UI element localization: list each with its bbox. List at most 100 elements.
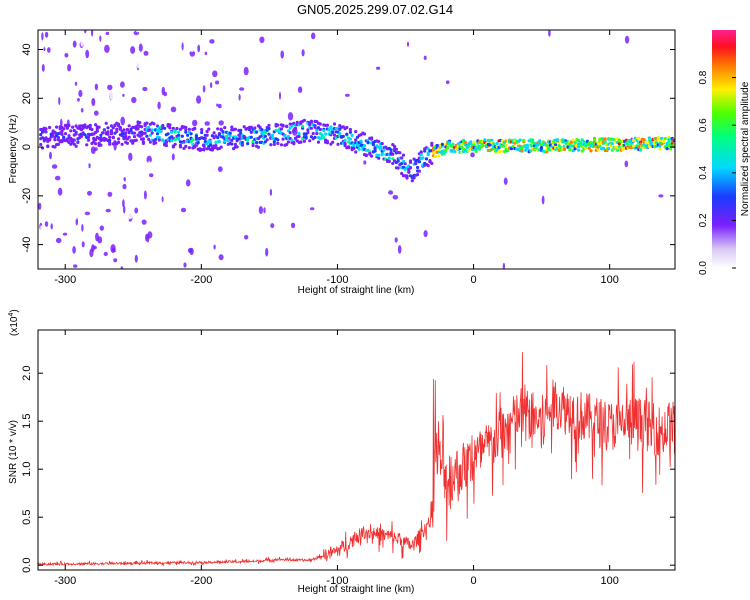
- spectrogram-ridge-cell: [290, 138, 294, 142]
- spectrogram-ridge-cell: [373, 149, 377, 153]
- spectrogram-ridge-cell: [145, 121, 149, 125]
- spectrogram-xtick-label: 100: [600, 274, 618, 286]
- spectrogram-ridge-cell: [616, 148, 620, 152]
- spectrogram-ridge-cell: [74, 144, 78, 148]
- spectrogram-noise-cell: [239, 87, 245, 91]
- spectrogram-ridge-cell: [525, 143, 529, 147]
- spectrogram-noise-cell: [479, 223, 484, 232]
- spectrogram-noise-cell: [210, 121, 213, 128]
- spectrogram-noise-cell: [188, 104, 195, 111]
- spectrogram-ridge-cell: [637, 137, 641, 141]
- spectrogram-noise-cell: [639, 67, 644, 72]
- spectrogram-ridge-cell: [79, 134, 83, 138]
- spectrogram-ridge-cell: [193, 145, 197, 149]
- spectrogram-noise-cell: [548, 30, 551, 37]
- spectrogram-ridge-cell: [377, 156, 381, 160]
- snr-xtick-label: 100: [600, 575, 618, 587]
- spectrogram-ridge-cell: [242, 125, 246, 129]
- spectrogram-noise-cell: [304, 225, 309, 234]
- spectrogram-noise-cell: [185, 102, 188, 109]
- spectrogram-ridge-cell: [315, 128, 319, 132]
- spectrogram-noise-cell: [96, 38, 100, 42]
- spectrogram-ridge-cell: [101, 131, 105, 135]
- spectrogram-ridge-cell: [184, 144, 188, 148]
- spectrogram-ridge-cell: [150, 131, 154, 135]
- spectrogram-noise-cell: [266, 145, 270, 154]
- spectrogram-ridge-cell: [251, 143, 255, 148]
- spectrogram-ridge-cell: [276, 138, 280, 142]
- spectrogram-noise-cell: [80, 108, 84, 113]
- spectrogram-noise-cell: [144, 259, 149, 266]
- spectrogram-noise-cell: [153, 199, 156, 208]
- spectrogram-noise-cell: [73, 258, 77, 263]
- spectrogram-noise-cell: [92, 245, 97, 250]
- spectrogram-noise-cell: [50, 223, 53, 230]
- spectrogram-noise-cell: [203, 60, 207, 67]
- spectrogram-noise-cell: [76, 184, 80, 192]
- spectrogram-ridge-cell: [196, 141, 200, 145]
- spectrogram-noise-cell: [502, 262, 506, 269]
- spectrogram-ridge-cell: [281, 123, 285, 127]
- spectrogram-noise-cell: [53, 204, 60, 213]
- spectrogram-noise-cell: [184, 60, 190, 67]
- spectrogram-noise-cell: [397, 245, 402, 254]
- spectrogram-ridge-cell: [343, 138, 347, 142]
- spectrogram-ridge-cell: [437, 154, 441, 158]
- spectrogram-noise-cell: [94, 222, 99, 229]
- snr-xlabel: Height of straight line (km): [298, 584, 415, 595]
- spectrogram-noise-cell: [198, 124, 202, 129]
- spectrogram-noise-cell: [86, 226, 90, 235]
- spectrogram-ridge-cell: [428, 159, 432, 163]
- spectrogram-ridge-cell: [426, 147, 430, 151]
- spectrogram-noise-cell: [52, 263, 58, 269]
- spectrogram-ytick-label: 20: [21, 92, 33, 104]
- spectrogram-noise-cell: [123, 177, 126, 182]
- spectrogram-ridge-cell: [444, 148, 448, 152]
- spectrogram-noise-cell: [41, 64, 45, 72]
- spectrogram-ridge-cell: [115, 127, 119, 131]
- spectrogram-noise-cell: [109, 158, 113, 167]
- spectrogram-xtick-label: 0: [470, 274, 476, 286]
- spectrogram-noise-cell: [542, 32, 548, 40]
- snr-xtick-label: -100: [326, 575, 348, 587]
- spectrogram-ridge-cell: [124, 134, 128, 138]
- spectrogram-noise-cell: [445, 80, 450, 85]
- spectrogram-ytick-label: 40: [21, 43, 33, 55]
- spectrogram-noise-cell: [214, 97, 220, 103]
- spectrogram-ridge-cell: [354, 130, 358, 134]
- spectrogram-noise-cell: [60, 148, 64, 158]
- spectrogram-ridge-cell: [131, 141, 135, 145]
- spectrogram-noise-cell: [67, 63, 72, 72]
- spectrogram-noise-cell: [105, 58, 111, 62]
- spectrogram-noise-cell: [63, 220, 67, 226]
- spectrogram-noise-cell: [178, 34, 184, 40]
- spectrogram-noise-cell: [60, 70, 64, 75]
- spectrogram-ridge-cell: [410, 179, 414, 183]
- spectrogram-noise-cell: [58, 161, 61, 168]
- spectrogram-ridge-cell: [302, 118, 306, 122]
- spectrogram-noise-cell: [251, 71, 257, 78]
- spectrogram-ridge-cell: [329, 125, 333, 129]
- spectrogram-ridge-cell: [267, 123, 271, 127]
- spectrogram-ridge-cell: [134, 138, 138, 142]
- spectrogram-ridge-cell: [74, 130, 78, 134]
- spectrogram-noise-cell: [581, 113, 587, 122]
- spectrogram-ridge-cell: [136, 127, 140, 131]
- spectrogram-noise-cell: [43, 209, 46, 216]
- spectrogram-noise-cell: [44, 221, 49, 227]
- spectrogram-noise-cell: [109, 91, 114, 101]
- spectrogram-noise-cell: [47, 244, 51, 250]
- spectrogram-ridge-cell: [504, 143, 508, 147]
- spectrogram-ridge-cell: [327, 128, 331, 132]
- spectrogram-noise-cell: [40, 225, 43, 231]
- spectrogram-noise-cell: [113, 69, 116, 73]
- spectrogram-noise-cell: [125, 247, 128, 255]
- spectrogram-noise-cell: [301, 223, 305, 233]
- spectrogram-ridge-cell: [414, 162, 418, 166]
- spectrogram-ridge-cell: [102, 128, 106, 132]
- spectrogram-noise-cell: [382, 225, 387, 234]
- spectrogram-ridge-cell: [416, 165, 420, 170]
- spectrogram-noise-cell: [87, 40, 93, 44]
